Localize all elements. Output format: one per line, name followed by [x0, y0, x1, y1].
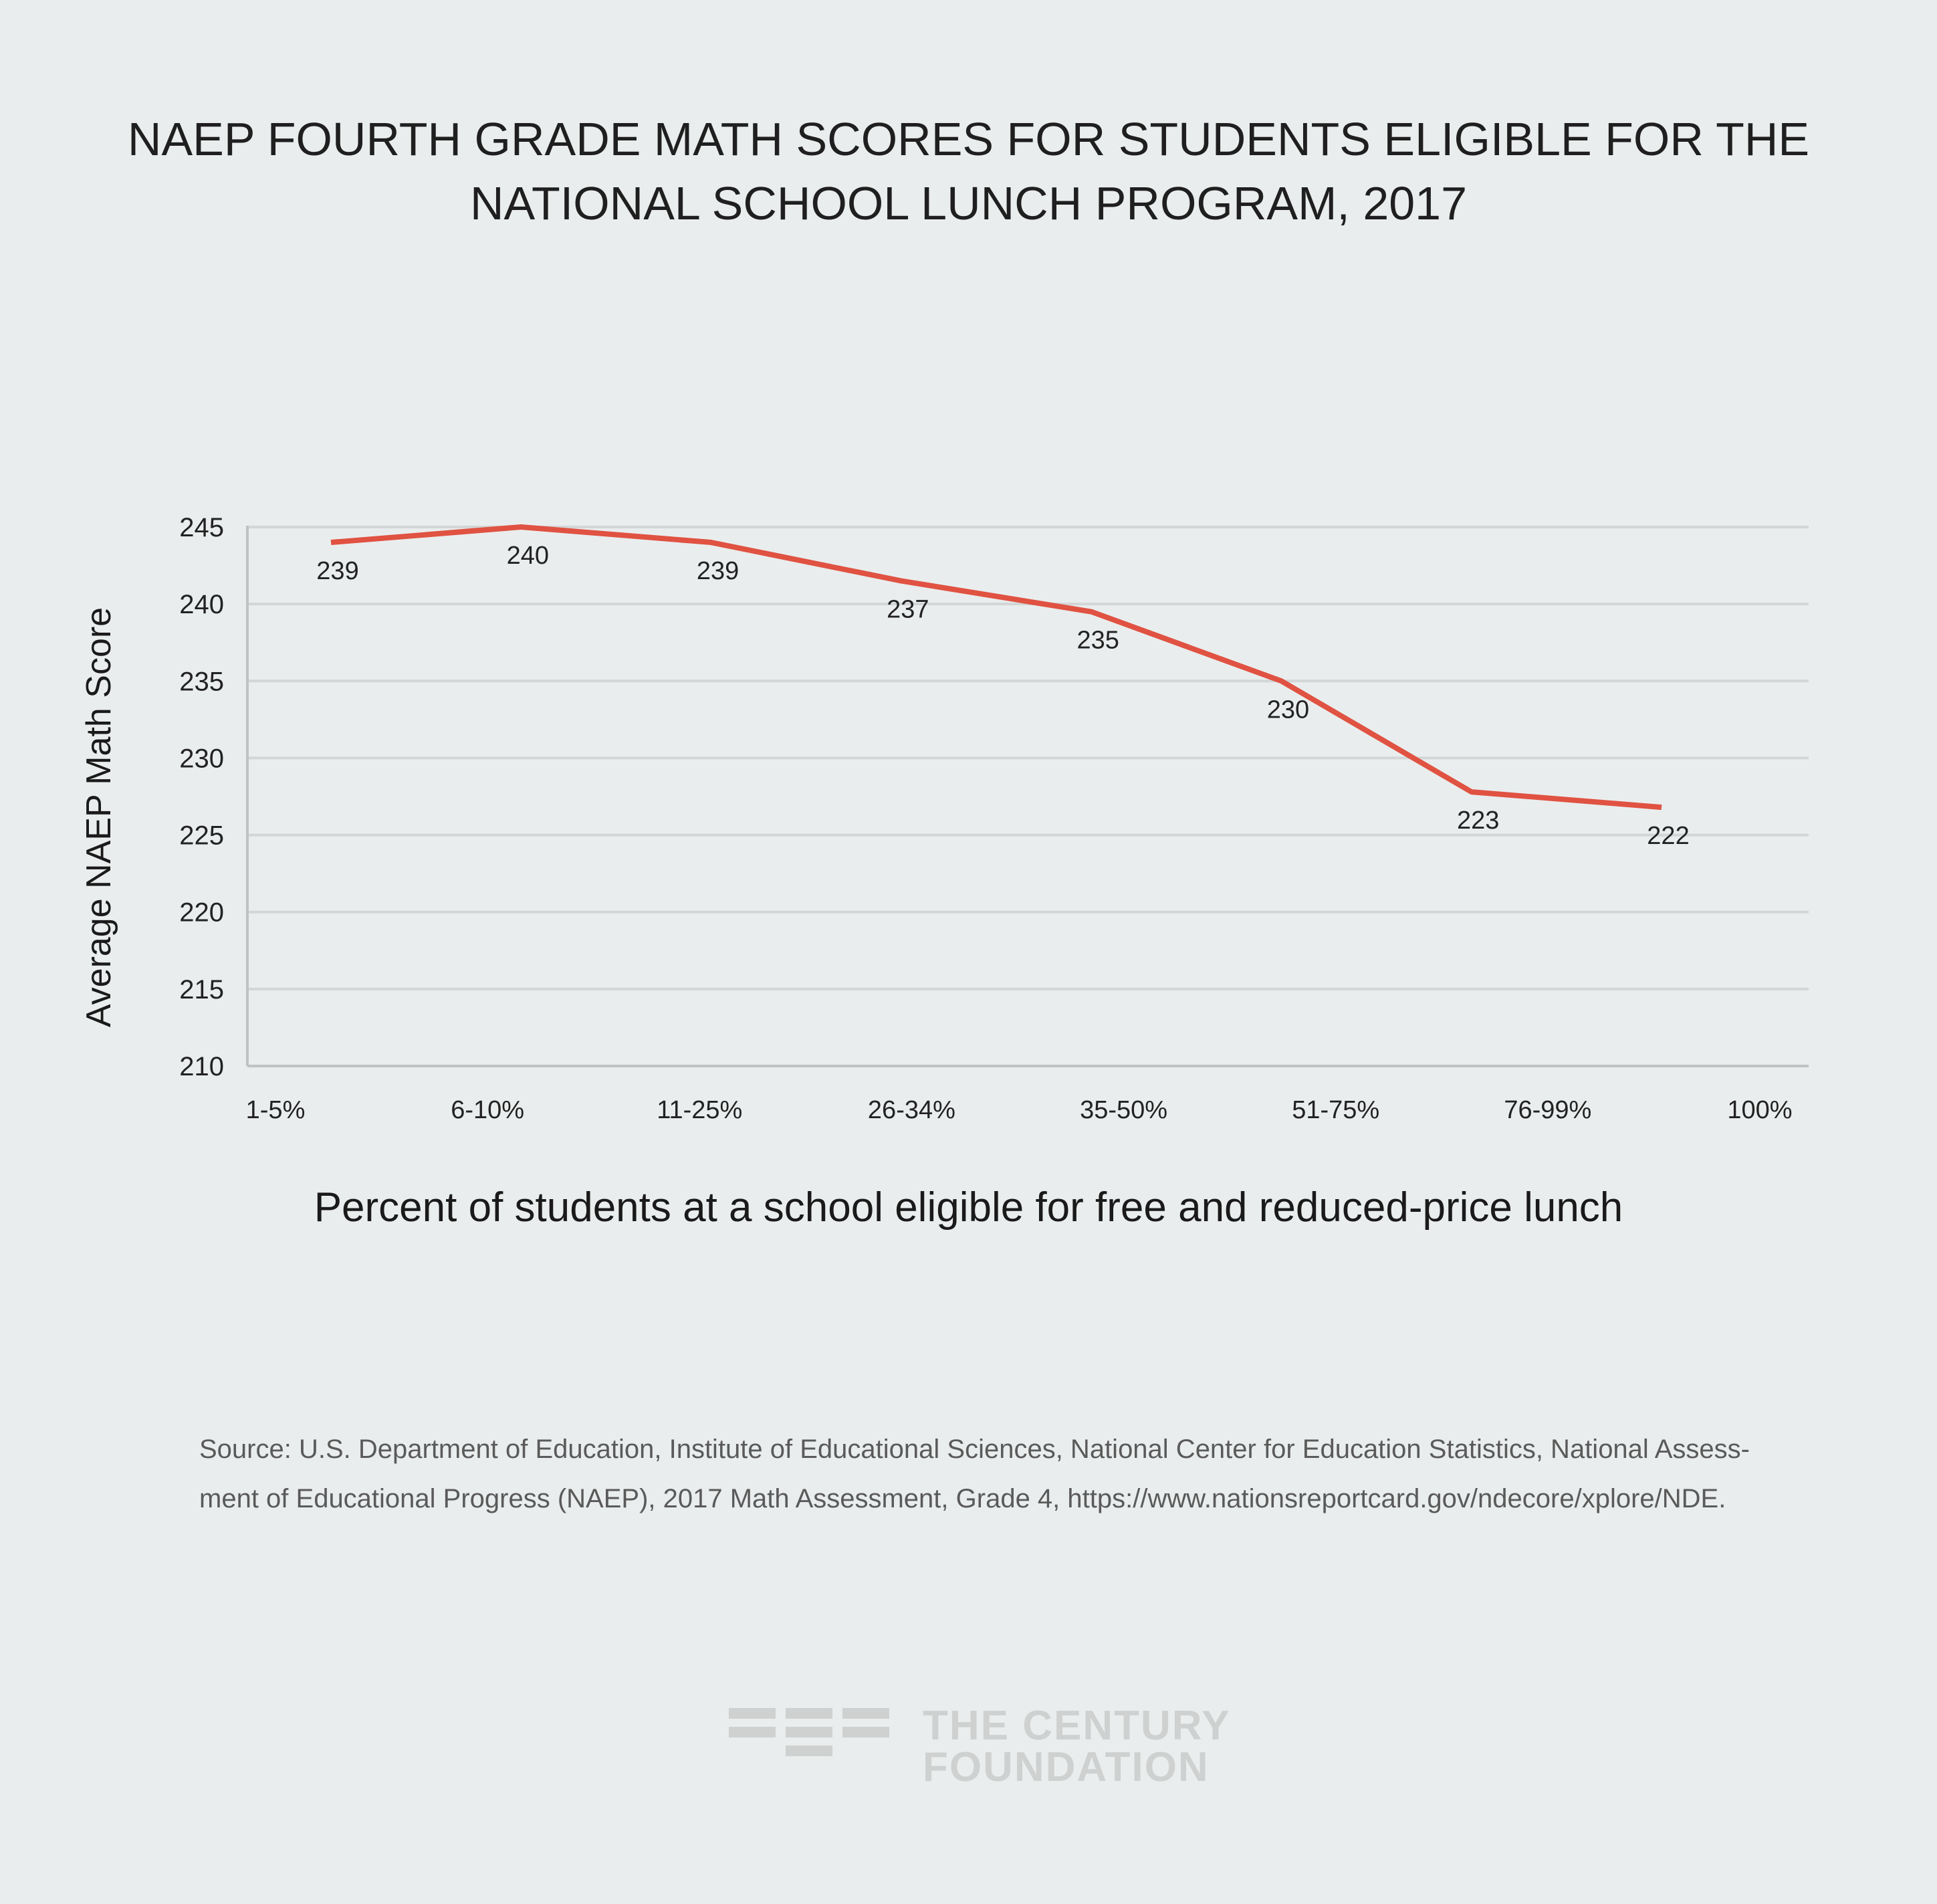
- data-labels: 239 240 239 237 235 230 223 222: [316, 542, 1689, 850]
- x-tick-label-2: 11-25%: [657, 1096, 742, 1124]
- data-label-4: 235: [1076, 627, 1119, 655]
- y-tick-label-210: 210: [179, 1052, 224, 1081]
- source-line-1: Source: U.S. Department of Education, In…: [199, 1435, 1750, 1464]
- x-tick-label-7: 100%: [1727, 1096, 1792, 1124]
- y-tick-label-230: 230: [179, 744, 224, 773]
- x-tick-label-6: 76-99%: [1504, 1096, 1591, 1124]
- chart-title: NAEP FOURTH GRADE MATH SCORES FOR STUDEN…: [0, 107, 1937, 235]
- x-tick-label-1: 6-10%: [451, 1096, 524, 1124]
- data-label-1: 240: [507, 542, 549, 570]
- source-note: Source: U.S. Department of Education, In…: [199, 1424, 1757, 1523]
- logo-line-1: THE CENTURY: [923, 1703, 1231, 1749]
- x-tick-labels: 1-5% 6-10% 11-25% 26-34% 35-50% 51-75% 76-99% 1…: [246, 1096, 1793, 1124]
- data-label-5: 230: [1267, 696, 1309, 724]
- source-line-2: ment of Educational Progress (NAEP), 201…: [199, 1484, 1726, 1513]
- y-tick-label-220: 220: [179, 898, 224, 928]
- data-label-2: 239: [697, 557, 739, 585]
- axes: [246, 526, 1809, 1067]
- y-tick-label-245: 245: [179, 513, 224, 542]
- x-tick-label-4: 35-50%: [1080, 1096, 1167, 1124]
- data-label-6: 223: [1457, 807, 1499, 835]
- chart-title-line-2: NATIONAL SCHOOL LUNCH PROGRAM, 2017: [469, 177, 1468, 229]
- logo-text: THE CENTURY FOUNDATION: [923, 1705, 1231, 1788]
- y-tick-label-240: 240: [179, 590, 224, 619]
- y-axis-title: Average NAEP Math Score: [80, 607, 118, 1027]
- chart-title-line-1: NAEP FOURTH GRADE MATH SCORES FOR STUDEN…: [127, 113, 1810, 165]
- y-tick-label-215: 215: [179, 975, 224, 1004]
- series-line: [330, 524, 1662, 811]
- x-tick-label-0: 1-5%: [246, 1096, 306, 1124]
- y-tick-label-235: 235: [179, 667, 224, 696]
- data-label-0: 239: [316, 557, 358, 585]
- x-tick-label-3: 26-34%: [868, 1096, 955, 1124]
- y-tick-labels: 210 215 220 225 230 235 240 245: [179, 513, 224, 1081]
- x-tick-label-5: 51-75%: [1292, 1096, 1379, 1124]
- century-foundation-logo: THE CENTURY FOUNDATION: [729, 1705, 1230, 1788]
- x-axis-title: Percent of students at a school eligible…: [314, 1184, 1623, 1231]
- logo-mark-icon: [729, 1708, 889, 1756]
- logo-line-2: FOUNDATION: [923, 1744, 1210, 1790]
- data-label-7: 222: [1647, 822, 1689, 850]
- gridlines: [247, 526, 1809, 990]
- line-chart: 210 215 220 225 230 235 240 245 1-5% 6-10% 11-25%…: [80, 513, 1809, 1124]
- data-label-3: 237: [887, 596, 929, 624]
- series-line-0: [330, 524, 1662, 811]
- y-tick-label-225: 225: [179, 821, 224, 851]
